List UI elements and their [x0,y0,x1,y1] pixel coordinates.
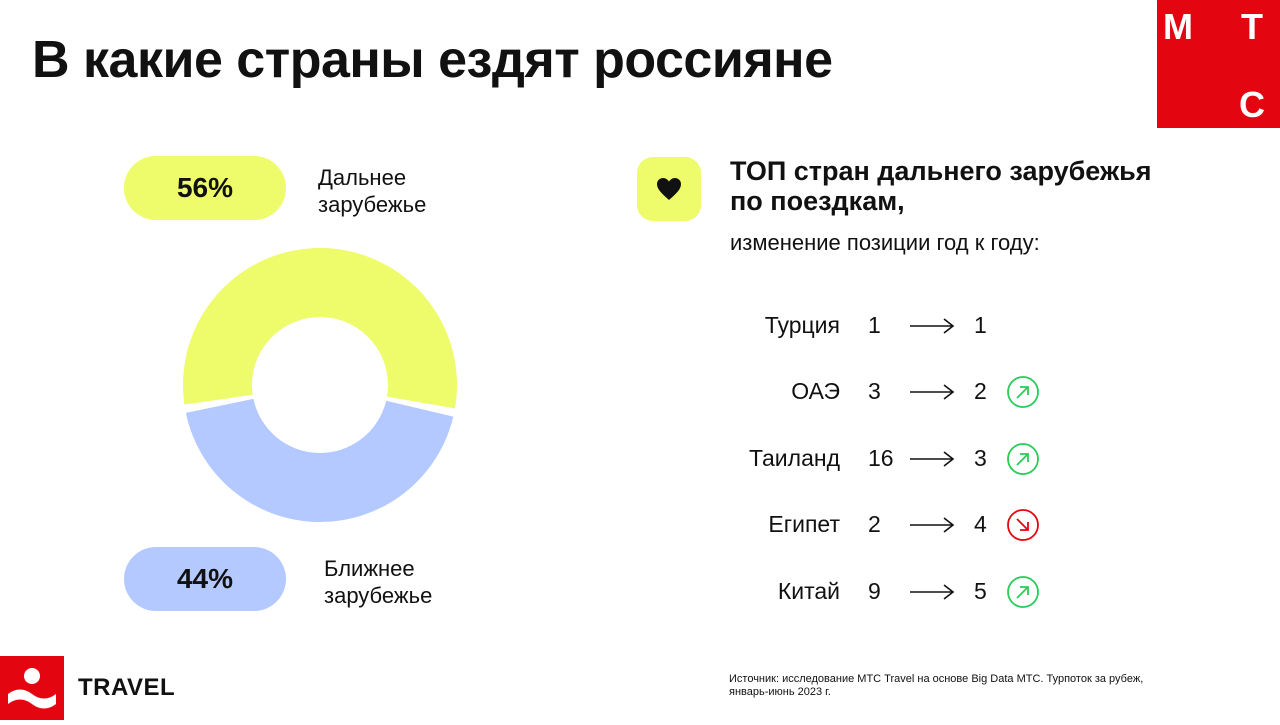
rank-country: Таиланд [749,445,840,471]
rank-previous-position: 1 [868,312,881,338]
donut-chart [182,247,458,522]
rank-current-position: 2 [974,378,987,404]
near-abroad-percent-badge: 44% [124,547,286,611]
rank-row: Китай 9 5 [700,572,1060,612]
travel-logo-mark [0,656,64,720]
rank-country: Египет [768,511,840,537]
rank-row: Турция 1 1 [700,306,1060,346]
logo-letter-t: Т [1241,6,1263,47]
rank-country: Китай [777,578,840,604]
top-list-subtitle: изменение позиции год к году: [730,230,1040,255]
source-note: Источник: исследование МТС Travel на осн… [729,673,1144,698]
far-abroad-percent-badge: 56% [124,156,286,220]
heart-badge [637,157,701,221]
rank-current-position: 4 [974,511,987,537]
mts-logo: М Т С [1157,0,1280,128]
rank-current-position: 1 [974,312,987,338]
rank-country: ОАЭ [791,378,840,404]
travel-label: TRAVEL [78,674,176,701]
heart-icon [657,178,681,200]
rank-previous-position: 9 [868,578,881,604]
donut-slice-far-abroad [182,247,458,409]
rank-current-position: 3 [974,445,987,471]
rank-up-icon [1007,376,1039,408]
right-arrow-icon [910,584,955,600]
rank-up-icon [1007,443,1039,475]
rank-current-position: 5 [974,578,987,604]
rank-row: Египет 2 4 [700,505,1060,545]
travel-logo-icon [8,668,56,709]
right-arrow-icon [910,318,955,334]
top-list-title: ТОП стран дальнего зарубежья по поездкам… [730,156,1152,216]
right-arrow-icon [910,384,955,400]
right-arrow-icon [910,517,955,533]
rank-up-icon [1007,576,1039,608]
rank-previous-position: 3 [868,378,881,404]
rank-previous-position: 2 [868,511,881,537]
right-arrow-icon [910,451,955,467]
logo-letter-m: М [1163,6,1193,47]
rank-country: Турция [764,312,840,338]
rank-down-icon [1007,509,1039,541]
logo-letter-c: С [1239,84,1265,125]
rank-previous-position: 16 [868,445,894,471]
far-abroad-label: Дальнее зарубежье [318,165,427,217]
near-abroad-label: Ближнее зарубежье [324,556,433,608]
page-title: В какие страны ездят россияне [32,31,833,89]
donut-slice-near-abroad [185,398,454,522]
rank-row: Таиланд 16 3 [700,439,1060,479]
rank-row: ОАЭ 3 2 [700,372,1060,412]
